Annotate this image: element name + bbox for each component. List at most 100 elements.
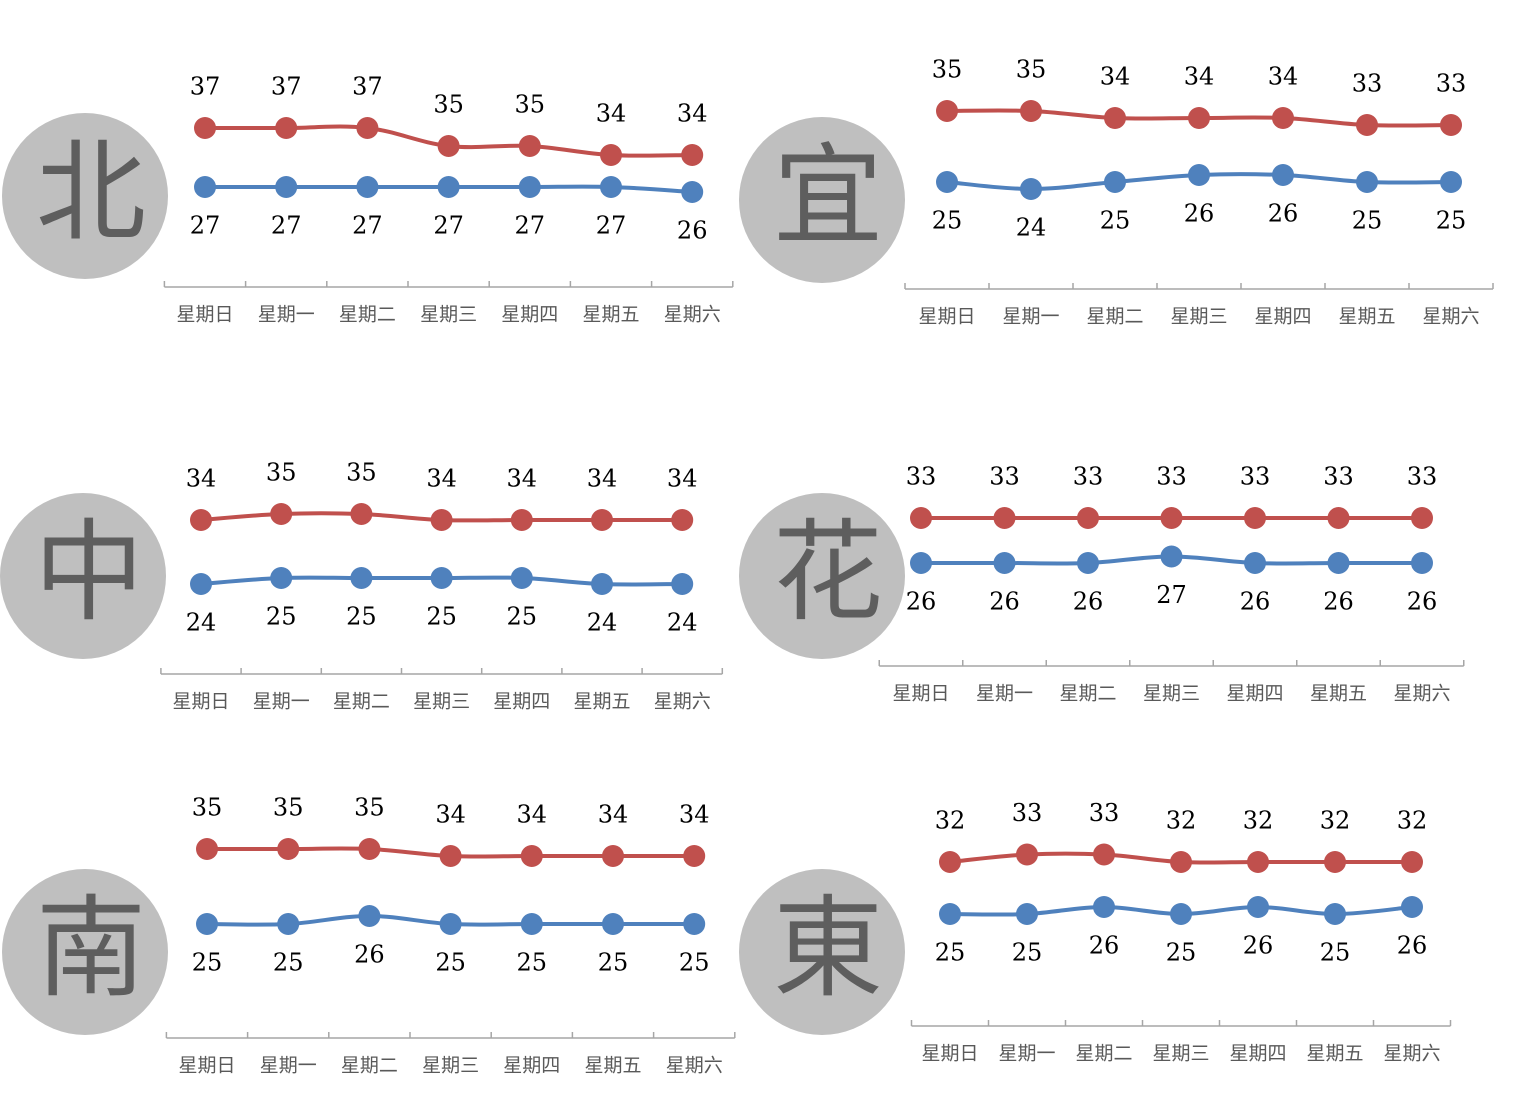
high-temp-point	[600, 144, 622, 166]
low-temp-point	[993, 552, 1016, 574]
low-temp-label: 26	[1089, 932, 1120, 960]
high-temp-point	[602, 845, 624, 867]
high-temp-point	[1327, 507, 1350, 529]
low-temp-label: 25	[346, 603, 377, 631]
low-temp-point	[1272, 164, 1294, 186]
x-tick-label: 星期五	[584, 1055, 641, 1077]
low-temp-point	[1244, 552, 1266, 574]
low-temp-point	[277, 913, 300, 935]
high-temp-label: 34	[587, 465, 618, 493]
low-temp-label: 25	[932, 207, 963, 235]
low-temp-point	[1188, 164, 1210, 186]
x-tick-label: 星期二	[341, 1055, 398, 1077]
low-temp-point	[1411, 552, 1433, 574]
high-temp-point	[1356, 114, 1378, 136]
low-temp-point	[1160, 545, 1183, 568]
low-temp-point	[1077, 552, 1099, 574]
high-temp-point	[936, 100, 958, 122]
x-tick-label: 星期二	[1075, 1043, 1132, 1065]
high-temp-label: 33	[1012, 799, 1043, 827]
x-tick-label: 星期一	[1002, 306, 1059, 328]
high-temp-label: 34	[679, 801, 710, 829]
region-name: 東	[773, 884, 883, 1012]
low-temp-label: 27	[352, 212, 383, 240]
low-temp-point	[936, 171, 958, 193]
x-tick-label: 星期一	[253, 691, 310, 713]
low-temp-label: 27	[596, 212, 627, 240]
low-temp-label: 26	[1268, 200, 1299, 228]
high-temp-label: 34	[517, 801, 548, 829]
high-temp-label: 37	[271, 73, 302, 101]
low-temp-point	[270, 567, 293, 589]
x-tick-label: 星期日	[921, 1043, 978, 1065]
high-temp-point	[437, 135, 460, 157]
high-temp-point	[1170, 851, 1192, 873]
high-temp-label: 37	[190, 73, 221, 101]
high-temp-label: 33	[1436, 70, 1467, 98]
high-temp-label: 34	[596, 100, 627, 128]
high-temp-point	[439, 845, 462, 867]
low-temp-point	[1324, 903, 1346, 925]
high-temp-point	[510, 509, 533, 531]
high-temp-label: 33	[1352, 70, 1383, 98]
high-temp-point	[683, 845, 706, 867]
low-temp-point	[518, 176, 541, 198]
low-temp-label: 25	[507, 603, 538, 631]
region-badge	[739, 493, 905, 659]
high-temp-label: 35	[346, 459, 377, 487]
x-tick-label: 星期三	[420, 304, 477, 326]
high-temp-point	[520, 845, 543, 867]
low-temp-point	[358, 905, 381, 927]
region-name: 南	[36, 884, 146, 1012]
low-temp-point	[600, 176, 622, 198]
high-temp-label: 32	[1243, 807, 1274, 835]
high-temp-point	[358, 838, 381, 860]
high-temp-label: 34	[1268, 63, 1299, 91]
x-tick-label: 星期五	[1306, 1043, 1363, 1065]
low-temp-label: 27	[1156, 581, 1187, 609]
low-temp-point	[1020, 178, 1042, 200]
high-temp-label: 35	[1016, 56, 1047, 84]
low-temp-label: 25	[1320, 939, 1351, 967]
x-tick-label: 星期三	[1170, 306, 1227, 328]
high-temp-label: 32	[935, 807, 966, 835]
high-temp-point	[1244, 507, 1266, 529]
low-temp-label: 25	[517, 949, 548, 977]
region-name: 花	[773, 508, 883, 636]
low-temp-label: 26	[906, 588, 937, 616]
x-tick-label: 星期日	[178, 1055, 235, 1077]
x-tick-label: 星期二	[339, 304, 396, 326]
x-tick-label: 星期四	[1254, 306, 1311, 328]
high-temp-label: 34	[1100, 63, 1131, 91]
low-temp-point	[1247, 896, 1269, 918]
high-temp-point	[681, 144, 704, 166]
low-temp-label: 26	[1407, 588, 1438, 616]
high-temp-point	[196, 838, 218, 860]
x-tick-label: 星期一	[260, 1055, 317, 1077]
low-temp-point	[1170, 903, 1192, 925]
low-temp-label: 25	[1436, 207, 1467, 235]
region-badge	[2, 869, 168, 1035]
x-tick-label: 星期二	[1059, 683, 1116, 705]
high-temp-label: 34	[435, 801, 466, 829]
low-temp-label: 26	[989, 588, 1020, 616]
low-temp-label: 25	[1012, 939, 1043, 967]
high-temp-point	[1411, 507, 1433, 529]
low-temp-point	[1440, 171, 1462, 193]
x-tick-label: 星期一	[976, 683, 1033, 705]
low-temp-label: 24	[186, 609, 217, 637]
high-temp-label: 33	[989, 463, 1020, 491]
low-temp-label: 25	[1166, 939, 1197, 967]
high-temp-point	[356, 117, 379, 139]
x-tick-label: 星期六	[1422, 306, 1479, 328]
high-temp-point	[190, 509, 212, 531]
x-tick-label: 星期三	[422, 1055, 479, 1077]
x-tick-label: 星期三	[1152, 1043, 1209, 1065]
high-temp-point	[1104, 107, 1126, 129]
low-temp-point	[510, 567, 533, 589]
high-temp-label: 35	[932, 56, 963, 84]
low-temp-point	[356, 176, 379, 198]
high-temp-label: 35	[266, 459, 297, 487]
